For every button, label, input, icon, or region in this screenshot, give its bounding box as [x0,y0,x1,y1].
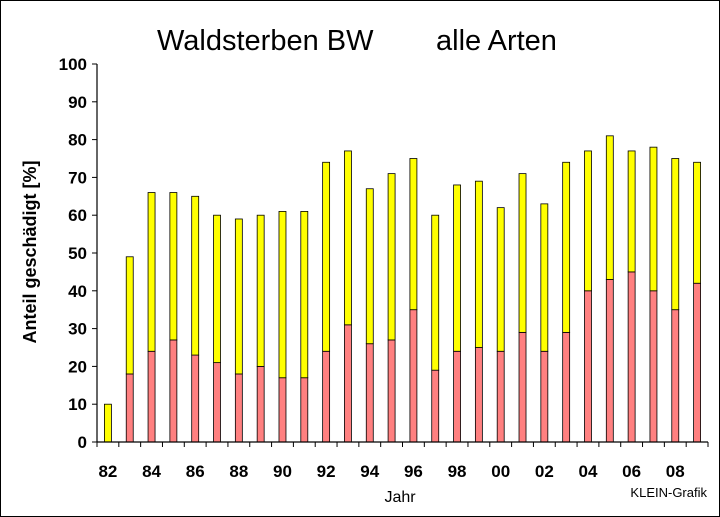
bar-segment-88-s2 [234,218,243,375]
x-tick-label: 92 [317,462,336,481]
bar-segment-03-s2 [562,161,571,333]
bar-segment-02-s1 [540,350,549,443]
x-tick-label: 06 [622,462,641,481]
bar-segment-85-s2 [169,192,178,341]
bar-segment-91-s1 [300,377,309,443]
bar-segment-08-s2 [671,158,680,311]
x-tick-label: 02 [535,462,554,481]
bar-segment-87-s1 [213,362,221,443]
x-tick-label: 88 [229,462,248,481]
y-tick-label: 80 [68,131,87,150]
bar-segment-97-s2 [431,214,440,371]
axes [96,64,708,443]
bar-segment-09-s2 [693,161,701,284]
bar-segment-00-s1 [496,350,505,443]
bar-segment-94-s1 [365,343,374,443]
bar-segment-82-s2 [104,403,112,443]
bar-segment-97-s1 [431,369,440,443]
x-axis-ticks: 82 84 86 88 90 92 94 96 98 00 02 04 06 08 [96,442,709,481]
y-tick-label: 0 [78,433,87,452]
x-tick-label: 90 [273,462,292,481]
y-tick-label: 20 [68,357,87,376]
x-tick-label: 04 [579,462,598,481]
bar-segment-87-s2 [213,214,221,364]
x-tick-label: 96 [404,462,423,481]
bar-segment-92-s2 [322,161,331,352]
x-tick-label: 86 [186,462,205,481]
bar-segment-99-s2 [474,180,483,348]
bar-segment-84-s1 [147,350,156,443]
x-tick-label: 08 [666,462,685,481]
y-tick-label: 100 [59,55,87,74]
bar-segment-01-s2 [518,173,527,333]
bar-segment-99-s1 [474,347,483,443]
bar-segment-03-s1 [562,331,571,443]
y-tick-label: 70 [68,168,87,187]
y-axis-ticks: 0 10 20 30 40 50 60 70 80 90 100 [59,55,97,452]
x-axis-label: Jahr [384,489,416,506]
x-tick-label: 00 [491,462,510,481]
bar-segment-95-s1 [387,339,396,443]
y-axis-label: Anteil geschädigt [%] [20,160,40,343]
y-tick-label: 60 [68,206,87,225]
y-tick-label: 40 [68,282,87,301]
bar-segment-04-s1 [584,290,592,443]
bar-segment-98-s2 [453,184,461,352]
bar-segment-06-s2 [627,150,636,273]
bar-segment-96-s1 [409,309,418,443]
y-tick-label: 50 [68,244,87,263]
bar-segment-02-s2 [540,203,549,352]
bar-segment-88-s1 [234,373,243,443]
bar-segment-86-s1 [191,354,200,443]
bar-segment-85-s1 [169,339,178,443]
x-tick-label: 82 [98,462,117,481]
bar-segment-90-s2 [278,211,287,379]
bar-segment-98-s1 [453,350,461,443]
bar-segment-96-s2 [409,158,418,311]
bar-segment-06-s1 [627,271,636,443]
bar-segment-94-s2 [365,188,374,345]
bar-segment-93-s1 [344,324,352,443]
bar-segment-91-s2 [300,211,309,379]
credit-text: KLEIN-Grafik [630,485,707,500]
bar-segment-89-s1 [256,365,265,443]
bar-segment-00-s2 [496,207,505,352]
bar-segment-84-s2 [147,192,156,352]
bar-segment-08-s1 [671,309,680,443]
bar-segment-89-s2 [256,214,265,367]
x-tick-label: 84 [142,462,161,481]
bar-segment-07-s1 [649,290,658,443]
y-tick-label: 90 [68,93,87,112]
bar-segment-05-s2 [605,135,614,280]
chart-title-right: alle Arten [436,25,557,57]
bar-segment-95-s2 [387,173,396,341]
bar-segment-90-s1 [278,377,287,443]
bar-segment-04-s2 [584,150,592,292]
bar-segment-83-s2 [125,256,134,375]
x-tick-label: 98 [448,462,467,481]
bar-segment-07-s2 [649,146,658,292]
x-tick-label: 94 [360,462,379,481]
bar-segment-86-s2 [191,195,200,356]
chart-title-left: Waldsterben BW [157,25,374,57]
bar-segment-92-s1 [322,350,331,443]
y-tick-label: 10 [68,395,87,414]
bars [104,135,701,443]
bar-segment-09-s1 [693,282,701,443]
bar-segment-93-s2 [344,150,352,326]
bar-segment-83-s1 [125,373,134,443]
y-tick-label: 30 [68,320,87,339]
bar-segment-05-s1 [605,279,614,443]
bar-segment-01-s1 [518,331,527,443]
